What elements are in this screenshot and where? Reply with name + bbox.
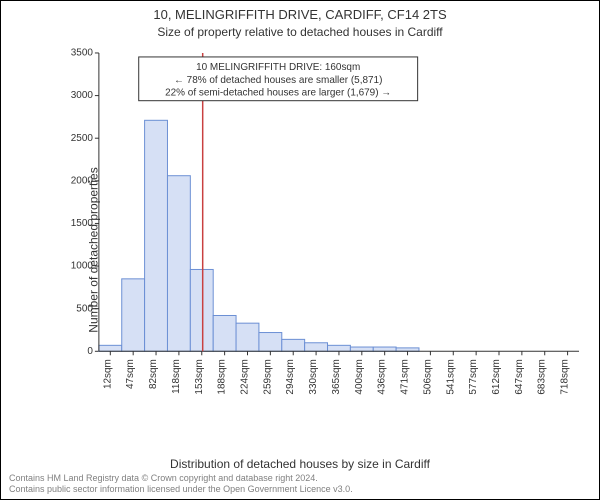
bar: [190, 269, 213, 351]
bar: [305, 343, 328, 352]
bar: [236, 323, 259, 351]
page-subtitle: Size of property relative to detached ho…: [1, 25, 599, 39]
x-tick-label: 541sqm: [445, 359, 456, 394]
chart-area: 0 500 1000 1500 2000 2500 3000 3500 12sqm 47sqm 82…: [67, 47, 585, 403]
x-axis-label: Distribution of detached houses by size …: [1, 457, 599, 471]
svg-text:3000: 3000: [71, 90, 94, 101]
svg-text:3500: 3500: [71, 48, 94, 59]
bar: [122, 279, 145, 351]
x-tick-label: 118sqm: [171, 359, 182, 394]
x-tick-label: 294sqm: [285, 359, 296, 394]
info-line: ← 78% of detached houses are smaller (5,…: [174, 75, 382, 86]
x-tick-label: 647sqm: [514, 359, 525, 394]
bar: [167, 176, 190, 352]
x-tick-label: 506sqm: [422, 359, 433, 394]
bar: [99, 345, 122, 351]
svg-text:2000: 2000: [71, 175, 94, 186]
footer-attribution: Contains HM Land Registry data © Crown c…: [9, 473, 353, 495]
footer-line1: Contains HM Land Registry data © Crown c…: [9, 473, 353, 484]
x-tick-label: 153sqm: [194, 359, 205, 394]
svg-text:500: 500: [76, 303, 93, 314]
x-tick-label: 365sqm: [331, 359, 342, 394]
bar: [396, 348, 419, 351]
x-tick-label: 82sqm: [148, 359, 159, 389]
page-title: 10, MELINGRIFFITH DRIVE, CARDIFF, CF14 2…: [1, 7, 599, 22]
x-tick-label: 436sqm: [377, 359, 388, 394]
footer-line2: Contains public sector information licen…: [9, 484, 353, 495]
info-line: 22% of semi-detached houses are larger (…: [165, 88, 391, 99]
bar: [259, 333, 282, 352]
x-tick-label: 259sqm: [262, 359, 273, 394]
x-tick-label: 718sqm: [560, 359, 571, 394]
x-tick-label: 471sqm: [400, 359, 411, 394]
bar: [373, 347, 396, 351]
bar: [145, 120, 168, 351]
bar: [328, 345, 351, 351]
x-tick-label: 224sqm: [239, 359, 250, 394]
x-tick-label: 612sqm: [491, 359, 502, 394]
svg-text:2500: 2500: [71, 133, 94, 144]
bar: [350, 347, 373, 351]
svg-text:0: 0: [87, 346, 93, 357]
svg-text:1000: 1000: [71, 261, 94, 272]
x-tick-label: 577sqm: [468, 359, 479, 394]
histogram-svg: 0 500 1000 1500 2000 2500 3000 3500 12sqm 47sqm 82…: [67, 47, 585, 403]
x-tick-label: 188sqm: [217, 359, 228, 394]
x-tick-label: 12sqm: [102, 359, 113, 389]
x-tick-label: 330sqm: [308, 359, 319, 394]
bar: [213, 315, 236, 351]
svg-text:1500: 1500: [71, 218, 94, 229]
bar: [282, 339, 305, 351]
x-tick-label: 683sqm: [537, 359, 548, 394]
x-tick-label: 47sqm: [125, 359, 136, 389]
x-tick-label: 400sqm: [354, 359, 365, 394]
info-line: 10 MELINGRIFFITH DRIVE: 160sqm: [196, 62, 360, 73]
